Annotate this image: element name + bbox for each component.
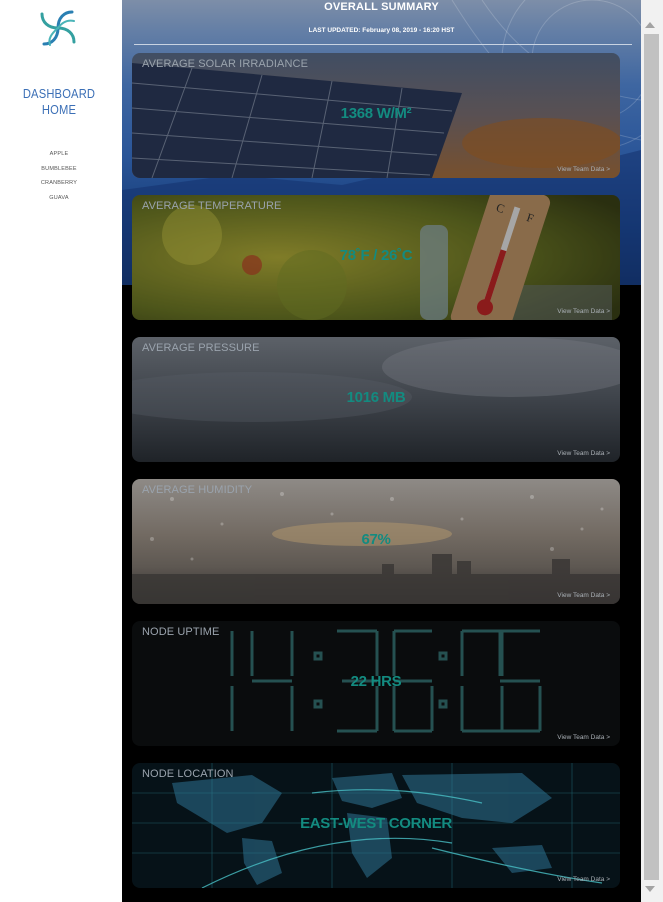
scroll-down-arrow-icon[interactable] bbox=[645, 886, 655, 892]
view-team-data-link[interactable]: View Team Data > bbox=[557, 450, 610, 457]
team-list: APPLE BUMBLEBEE CRANBERRY GUAVA bbox=[0, 147, 118, 205]
svg-text:F: F bbox=[525, 210, 536, 225]
team-link-bumblebee[interactable]: BUMBLEBEE bbox=[41, 165, 77, 172]
header-divider bbox=[134, 44, 632, 45]
card-label: AVERAGE TEMPERATURE bbox=[142, 200, 282, 212]
rain-window-image bbox=[132, 479, 620, 604]
team-link-cranberry[interactable]: CRANBERRY bbox=[40, 180, 78, 186]
svg-text:C: C bbox=[494, 200, 506, 216]
page-title: OVERALL SUMMARY bbox=[324, 1, 439, 13]
view-team-data-link[interactable]: View Team Data > bbox=[557, 592, 610, 599]
dashboard-home-link[interactable]: DASHBOARD HOME bbox=[22, 86, 96, 117]
scroll-up-arrow-icon[interactable] bbox=[645, 22, 655, 28]
card-value: 78˚F / 26˚C bbox=[339, 247, 413, 264]
last-updated-text: LAST UPDATED: February 08, 2019 - 16:20 … bbox=[308, 27, 455, 34]
humidity-card[interactable]: AVERAGE HUMIDITY 67% View Team Data > bbox=[132, 479, 620, 604]
world-map-image bbox=[132, 763, 620, 888]
card-value: 1016 MB bbox=[346, 389, 406, 406]
view-team-data-link[interactable]: View Team Data > bbox=[557, 166, 610, 173]
card-label: AVERAGE HUMIDITY bbox=[142, 484, 253, 496]
card-value: 22 HRS bbox=[350, 673, 402, 690]
card-label: AVERAGE SOLAR IRRADIANCE bbox=[142, 58, 309, 70]
cloudy-sky-image bbox=[132, 337, 620, 462]
main-content: OVERALL SUMMARY LAST UPDATED: February 0… bbox=[122, 0, 641, 902]
solar-irradiance-card[interactable]: AVERAGE SOLAR IRRADIANCE 1368 W/M² View … bbox=[132, 53, 620, 178]
view-team-data-link[interactable]: View Team Data > bbox=[557, 734, 610, 741]
sidebar: DASHBOARD HOME APPLE BUMBLEBEE CRANBERRY… bbox=[0, 0, 122, 902]
spiral-logo-icon[interactable] bbox=[36, 6, 80, 50]
card-label: NODE LOCATION bbox=[142, 768, 234, 780]
view-team-data-link[interactable]: View Team Data > bbox=[557, 308, 610, 315]
card-value: EAST-WEST CORNER bbox=[300, 815, 452, 832]
card-label: NODE UPTIME bbox=[142, 626, 220, 638]
vertical-scrollbar[interactable] bbox=[641, 0, 663, 902]
team-link-guava[interactable]: GUAVA bbox=[49, 194, 69, 201]
team-link-apple[interactable]: APPLE bbox=[49, 151, 69, 157]
node-uptime-card[interactable]: NODE UPTIME 22 HRS View Team Data > bbox=[132, 621, 620, 746]
view-team-data-link[interactable]: View Team Data > bbox=[557, 876, 610, 883]
temperature-card[interactable]: C F AVERAGE TEMPERATURE 78˚F / 26˚C View… bbox=[132, 195, 620, 320]
thermometer-image: C F bbox=[132, 195, 620, 320]
card-value: 1368 W/M² bbox=[340, 105, 412, 122]
node-location-card[interactable]: NODE LOCATION EAST-WEST CORNER View Team… bbox=[132, 763, 620, 888]
solar-panel-image bbox=[132, 53, 620, 178]
digital-clock-image bbox=[132, 621, 620, 746]
pressure-card[interactable]: AVERAGE PRESSURE 1016 MB View Team Data … bbox=[132, 337, 620, 462]
card-value: 67% bbox=[361, 531, 391, 548]
scrollbar-thumb[interactable] bbox=[644, 34, 659, 880]
card-label: AVERAGE PRESSURE bbox=[142, 342, 260, 354]
